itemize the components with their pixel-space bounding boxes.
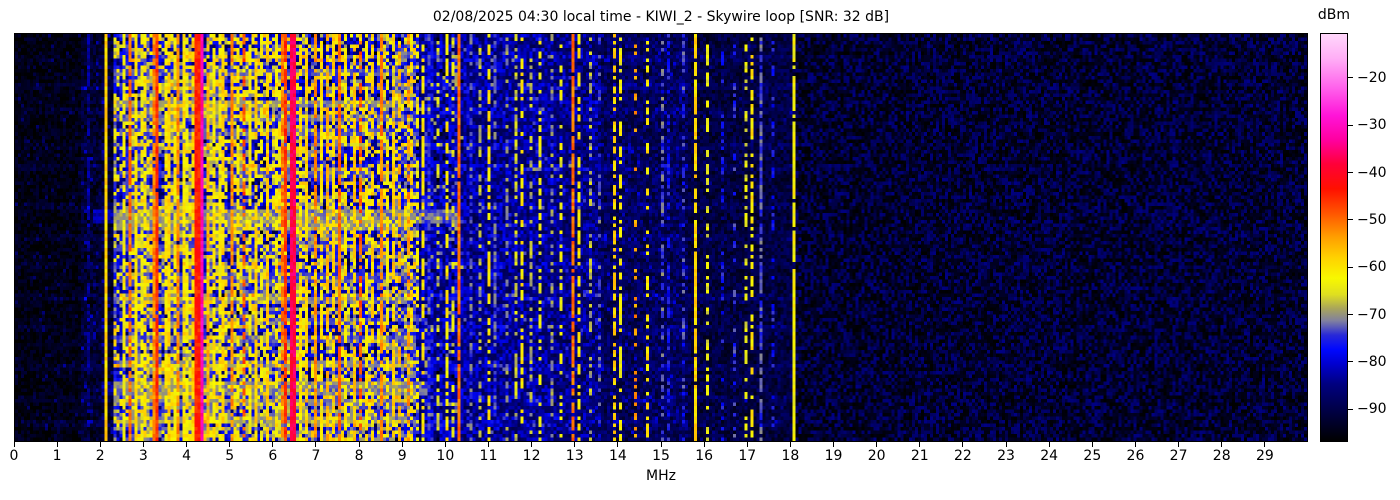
colorbar-tick	[1348, 314, 1353, 316]
x-tick	[789, 442, 791, 447]
x-tick	[99, 442, 101, 447]
x-tick	[401, 442, 403, 447]
x-tick	[56, 442, 58, 447]
x-tick-label: 21	[910, 448, 929, 464]
x-tick-label: 1	[52, 448, 62, 464]
x-tick	[833, 442, 835, 447]
x-tick-label: 13	[565, 448, 584, 464]
colorbar-label: dBm	[1317, 7, 1351, 23]
x-tick-label: 19	[824, 448, 843, 464]
x-tick-label: 24	[1040, 448, 1059, 464]
x-tick-label: 22	[954, 448, 972, 464]
x-tick-label: 29	[1255, 448, 1274, 464]
x-tick-label: 0	[9, 448, 19, 464]
x-tick	[272, 442, 274, 447]
colorbar-tick-label: −50	[1357, 211, 1387, 228]
x-tick-label: 4	[182, 448, 191, 464]
colorbar-tick-label: −30	[1357, 117, 1387, 134]
x-axis: 0 1 2 3 4 5 6 7 8 9 10 11 12 13 14 15 16 17 18 19 20 21 22 23 24…	[10, 442, 1308, 492]
x-tick	[919, 442, 921, 447]
x-tick-label: 16	[695, 448, 714, 464]
x-tick	[574, 442, 576, 447]
x-tick-label: 26	[1126, 448, 1145, 464]
x-tick	[142, 442, 144, 447]
x-tick	[746, 442, 748, 447]
spectrogram-plot	[14, 33, 1308, 442]
x-tick	[358, 442, 360, 447]
x-tick	[1221, 442, 1223, 447]
colorbar-tick-label: −20	[1357, 69, 1387, 86]
colorbar-tick	[1348, 77, 1353, 79]
x-tick	[876, 442, 878, 447]
x-tick-label: 25	[1083, 448, 1102, 464]
x-tick	[229, 442, 231, 447]
colorbar-tick-label: −90	[1357, 401, 1387, 418]
colorbar-tick	[1348, 124, 1353, 126]
x-tick	[1264, 442, 1266, 447]
x-tick-label: 27	[1169, 448, 1188, 464]
spectrogram-canvas	[15, 34, 1307, 441]
x-tick	[13, 442, 15, 447]
x-tick-label: 3	[138, 448, 148, 464]
x-tick	[1048, 442, 1050, 447]
colorbar-tick-label: −60	[1357, 259, 1387, 276]
x-tick-label: 6	[268, 448, 278, 464]
x-tick-label: 9	[397, 448, 407, 464]
x-tick-label: 12	[522, 448, 541, 464]
x-tick-label: 10	[436, 448, 455, 464]
x-tick	[531, 442, 533, 447]
x-tick-label: 18	[781, 448, 800, 464]
x-tick	[1178, 442, 1180, 447]
x-tick-label: 11	[479, 448, 498, 464]
x-tick-label: 28	[1212, 448, 1231, 464]
colorbar-tick-label: −80	[1357, 353, 1387, 370]
x-tick-label: 15	[652, 448, 670, 464]
x-tick	[487, 442, 489, 447]
colorbar-tick	[1348, 219, 1353, 221]
x-tick	[315, 442, 317, 447]
x-tick	[617, 442, 619, 447]
colorbar-tick	[1348, 266, 1353, 268]
x-tick-label: 14	[608, 448, 627, 464]
x-tick	[1091, 442, 1093, 447]
x-tick-label: 2	[95, 448, 105, 464]
x-tick-label: 20	[867, 448, 886, 464]
x-tick-label: 5	[225, 448, 235, 464]
x-tick	[186, 442, 188, 447]
x-tick	[1134, 442, 1136, 447]
x-tick	[444, 442, 446, 447]
colorbar-tick	[1348, 408, 1353, 410]
x-tick	[703, 442, 705, 447]
x-tick-label: 7	[311, 448, 321, 464]
colorbar-tick	[1348, 361, 1353, 363]
x-tick-label: 17	[738, 448, 757, 464]
colorbar-tick	[1348, 172, 1353, 174]
colorbar-tick-label: −70	[1357, 306, 1387, 323]
x-tick	[1005, 442, 1007, 447]
colorbar-tick-label: −40	[1357, 164, 1387, 181]
x-tick	[962, 442, 964, 447]
x-axis-label: MHz	[646, 468, 676, 484]
x-tick	[660, 442, 662, 447]
x-tick-label: 8	[354, 448, 364, 464]
colorbar	[1320, 33, 1348, 442]
x-tick-label: 23	[997, 448, 1015, 464]
chart-title: 02/08/2025 04:30 local time - KIWI_2 - S…	[432, 9, 890, 25]
